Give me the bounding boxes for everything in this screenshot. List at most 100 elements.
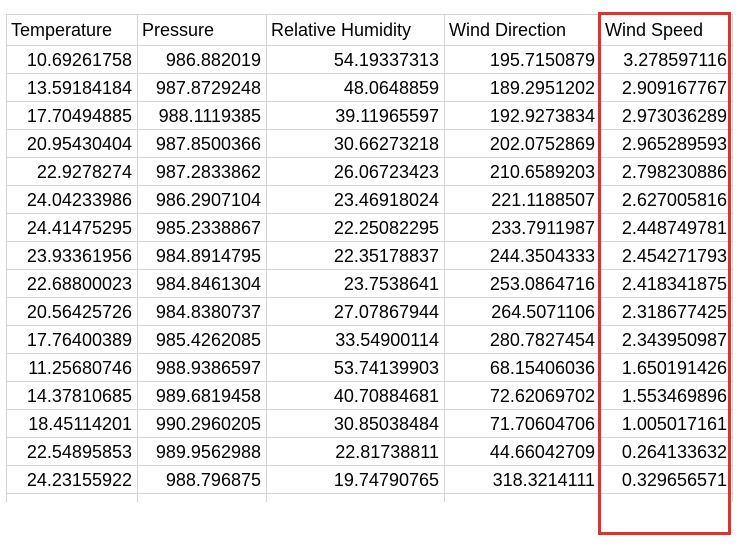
cell-pressure[interactable]: 990.2960205: [137, 409, 267, 438]
cell-relative-humidity[interactable]: 30.85038484: [266, 409, 445, 438]
table-row: 10.69261758 986.882019 54.19337313 195.7150…: [6, 45, 733, 74]
cell-pressure[interactable]: 989.9562988: [137, 437, 267, 466]
cell-relative-humidity[interactable]: 53.74139903: [266, 353, 445, 382]
cell-relative-humidity[interactable]: 48.0648859: [266, 73, 445, 102]
cell-pressure[interactable]: 988.9386597: [137, 353, 267, 382]
cell-wind-speed[interactable]: 2.454271793: [600, 241, 733, 270]
cell-temperature[interactable]: 24.04233986: [6, 185, 138, 214]
cell-pressure[interactable]: 985.2338867: [137, 213, 267, 242]
cell-wind-direction[interactable]: 233.7911987: [444, 213, 601, 242]
cell-temperature[interactable]: 22.68800023: [6, 269, 138, 298]
column-header-temperature[interactable]: Temperature: [6, 14, 138, 46]
cell-wind-speed[interactable]: 2.798230886: [600, 157, 733, 186]
cell-pressure[interactable]: 989.6819458: [137, 381, 267, 410]
cell-pressure[interactable]: 984.8461304: [137, 269, 267, 298]
cell-relative-humidity[interactable]: 23.7538641: [266, 269, 445, 298]
cell-wind-speed[interactable]: 2.627005816: [600, 185, 733, 214]
cell-wind-direction[interactable]: 195.7150879: [444, 45, 601, 74]
cell-wind-direction[interactable]: 71.70604706: [444, 409, 601, 438]
cell-wind-direction[interactable]: 72.62069702: [444, 381, 601, 410]
cell-relative-humidity[interactable]: 40.70884681: [266, 381, 445, 410]
column-header-wind-direction[interactable]: Wind Direction: [444, 14, 601, 46]
cell-wind-speed[interactable]: 1.553469896: [600, 381, 733, 410]
cell-pressure[interactable]: 986.2907104: [137, 185, 267, 214]
cell-wind-direction[interactable]: 253.0864716: [444, 269, 601, 298]
cell-pressure[interactable]: 985.4262085: [137, 325, 267, 354]
cell-wind-speed[interactable]: 0.329656571: [600, 465, 733, 494]
cell-relative-humidity[interactable]: 27.07867944: [266, 297, 445, 326]
cell-wind-direction[interactable]: 189.2951202: [444, 73, 601, 102]
cell-empty[interactable]: [6, 493, 138, 502]
cell-temperature[interactable]: 13.59184184: [6, 73, 138, 102]
cell-wind-speed[interactable]: 2.909167767: [600, 73, 733, 102]
cell-wind-direction[interactable]: 221.1188507: [444, 185, 601, 214]
cell-pressure[interactable]: 987.8729248: [137, 73, 267, 102]
cell-pressure[interactable]: 986.882019: [137, 45, 267, 74]
cell-temperature[interactable]: 18.45114201: [6, 409, 138, 438]
cell-wind-direction[interactable]: 44.66042709: [444, 437, 601, 466]
cell-empty[interactable]: [444, 493, 601, 502]
cell-wind-direction[interactable]: 244.3504333: [444, 241, 601, 270]
cell-pressure[interactable]: 987.8500366: [137, 129, 267, 158]
cell-pressure[interactable]: 988.796875: [137, 465, 267, 494]
cell-wind-speed[interactable]: 2.343950987: [600, 325, 733, 354]
table-row: 24.04233986 986.2907104 23.46918024 221.118…: [6, 185, 733, 214]
cell-wind-speed[interactable]: 2.418341875: [600, 269, 733, 298]
cell-relative-humidity[interactable]: 54.19337313: [266, 45, 445, 74]
cell-temperature[interactable]: 11.25680746: [6, 353, 138, 382]
cell-temperature[interactable]: 23.93361956: [6, 241, 138, 270]
cell-temperature[interactable]: 22.9278274: [6, 157, 138, 186]
cell-temperature[interactable]: 20.95430404: [6, 129, 138, 158]
cell-relative-humidity[interactable]: 22.35178837: [266, 241, 445, 270]
cell-wind-speed[interactable]: 2.448749781: [600, 213, 733, 242]
cell-relative-humidity[interactable]: 26.06723423: [266, 157, 445, 186]
table-row: 14.37810685 989.6819458 40.70884681 72.6206…: [6, 381, 733, 410]
cell-empty[interactable]: [266, 493, 445, 502]
cell-empty[interactable]: [137, 493, 267, 502]
cell-wind-speed[interactable]: 2.973036289: [600, 101, 733, 130]
cell-temperature[interactable]: 14.37810685: [6, 381, 138, 410]
table-row: 22.68800023 984.8461304 23.7538641 253.0864…: [6, 269, 733, 298]
cell-pressure[interactable]: 988.1119385: [137, 101, 267, 130]
cell-temperature[interactable]: 10.69261758: [6, 45, 138, 74]
table-row: 22.54895853 989.9562988 22.81738811 44.6604…: [6, 437, 733, 466]
cell-relative-humidity[interactable]: 39.11965597: [266, 101, 445, 130]
cell-wind-direction[interactable]: 192.9273834: [444, 101, 601, 130]
cell-temperature[interactable]: 17.70494885: [6, 101, 138, 130]
cell-temperature[interactable]: 22.54895853: [6, 437, 138, 466]
cell-temperature[interactable]: 24.41475295: [6, 213, 138, 242]
cell-wind-direction[interactable]: 202.0752869: [444, 129, 601, 158]
table-row-partial: [6, 493, 733, 502]
cell-wind-direction[interactable]: 280.7827454: [444, 325, 601, 354]
cell-temperature[interactable]: 17.76400389: [6, 325, 138, 354]
column-header-wind-speed[interactable]: Wind Speed: [600, 14, 733, 46]
cell-temperature[interactable]: 24.23155922: [6, 465, 138, 494]
header-row: Temperature Pressure Relative Humidity W…: [6, 14, 733, 46]
cell-wind-speed[interactable]: 1.650191426: [600, 353, 733, 382]
cell-pressure[interactable]: 984.8914795: [137, 241, 267, 270]
cell-wind-speed[interactable]: 2.318677425: [600, 297, 733, 326]
cell-empty[interactable]: [600, 493, 733, 502]
cell-wind-speed[interactable]: 0.264133632: [600, 437, 733, 466]
cell-wind-speed[interactable]: 1.005017161: [600, 409, 733, 438]
table-row: 17.70494885 988.1119385 39.11965597 192.927…: [6, 101, 733, 130]
cell-wind-speed[interactable]: 3.278597116: [600, 45, 733, 74]
cell-pressure[interactable]: 987.2833862: [137, 157, 267, 186]
cell-relative-humidity[interactable]: 22.81738811: [266, 437, 445, 466]
column-header-relative-humidity[interactable]: Relative Humidity: [266, 14, 445, 46]
table-row: 11.25680746 988.9386597 53.74139903 68.1540…: [6, 353, 733, 382]
cell-wind-direction[interactable]: 68.15406036: [444, 353, 601, 382]
cell-relative-humidity[interactable]: 33.54900114: [266, 325, 445, 354]
cell-wind-direction[interactable]: 264.5071106: [444, 297, 601, 326]
cell-wind-speed[interactable]: 2.965289593: [600, 129, 733, 158]
cell-pressure[interactable]: 984.8380737: [137, 297, 267, 326]
cell-wind-direction[interactable]: 318.3214111: [444, 465, 601, 494]
cell-temperature[interactable]: 20.56425726: [6, 297, 138, 326]
cell-wind-direction[interactable]: 210.6589203: [444, 157, 601, 186]
cell-relative-humidity[interactable]: 23.46918024: [266, 185, 445, 214]
cell-relative-humidity[interactable]: 30.66273218: [266, 129, 445, 158]
column-header-pressure[interactable]: Pressure: [137, 14, 267, 46]
cell-relative-humidity[interactable]: 19.74790765: [266, 465, 445, 494]
cell-relative-humidity[interactable]: 22.25082295: [266, 213, 445, 242]
table-row: 17.76400389 985.4262085 33.54900114 280.782…: [6, 325, 733, 354]
